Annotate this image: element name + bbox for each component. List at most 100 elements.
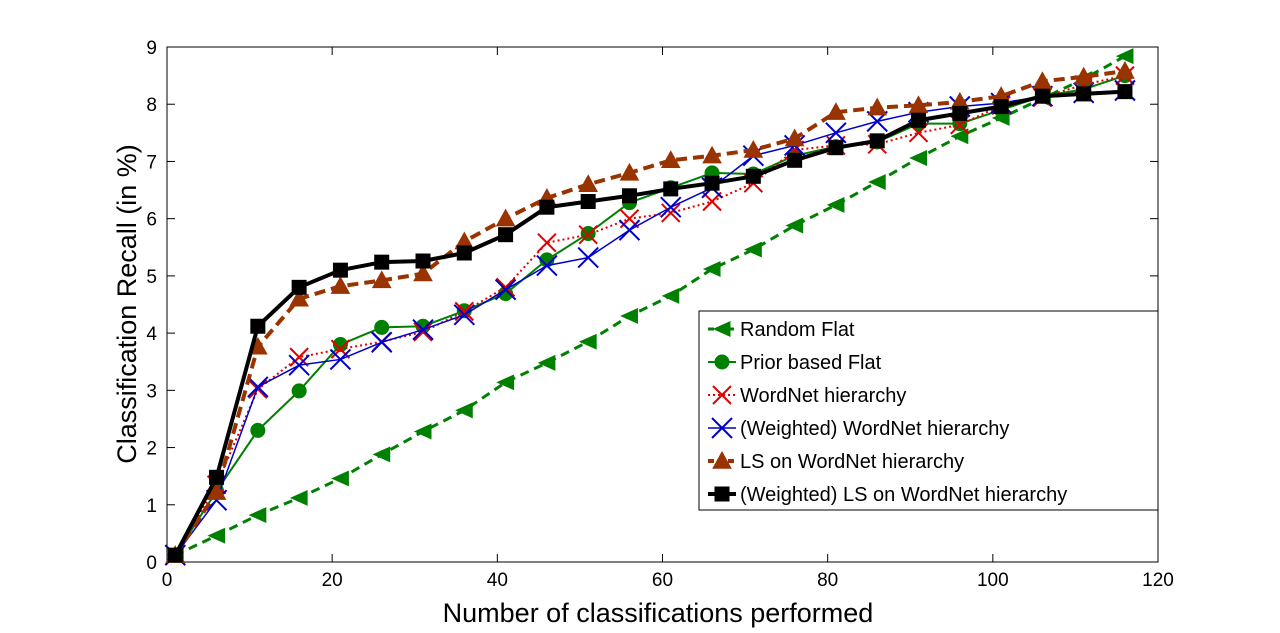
data-point [828, 140, 844, 156]
data-point [247, 376, 269, 398]
data-point [1117, 84, 1133, 100]
data-point [206, 482, 227, 500]
y-tick-label: 8 [146, 95, 157, 116]
data-point [620, 307, 638, 324]
series-line [174, 74, 1126, 556]
data-point [289, 288, 309, 307]
data-point [745, 168, 761, 184]
legend-item: (Weighted) LS on WordNet hierarchy [708, 484, 1067, 506]
data-point [580, 194, 596, 209]
legend-label: (Weighted) WordNet hierarchy [740, 418, 1009, 440]
data-point [289, 347, 309, 367]
data-point [413, 423, 432, 440]
data-point [661, 203, 681, 223]
data-point [744, 241, 762, 258]
data-point [415, 253, 431, 269]
legend-marker [714, 486, 730, 502]
legend-label: WordNet hierarchy [740, 385, 906, 407]
data-point [702, 191, 722, 212]
legend-marker [711, 417, 733, 439]
data-point [494, 278, 517, 301]
legend-marker [712, 450, 732, 469]
data-point [330, 276, 351, 294]
data-point [826, 196, 845, 213]
data-point [743, 139, 764, 158]
data-point [539, 199, 555, 215]
data-point [250, 422, 266, 438]
y-tick-label: 0 [146, 553, 157, 574]
data-point [209, 469, 225, 485]
data-point [371, 331, 393, 353]
legend-marker [712, 321, 731, 337]
data-point [456, 245, 472, 261]
legend-label: LS on WordNet hierarchy [740, 451, 964, 473]
y-tick-label: 5 [146, 267, 157, 288]
data-point [909, 150, 928, 166]
data-point [537, 354, 556, 371]
data-point [869, 133, 885, 149]
data-point [784, 128, 805, 147]
data-point [1073, 66, 1094, 85]
legend: Random Flat Prior based Flat WordNet hiera… [698, 310, 1159, 511]
tick-labels: 0 20 40 60 80 100 120 0 1 2 3 4 5 6 7 8 9 [146, 38, 1173, 591]
data-point [332, 262, 348, 278]
data-point [412, 318, 434, 341]
series-layer [164, 48, 1136, 566]
y-tick-label: 4 [146, 324, 157, 345]
data-point [374, 254, 390, 270]
data-point [329, 348, 352, 371]
data-point [453, 304, 476, 326]
data-point [413, 322, 433, 342]
data-point [702, 145, 722, 164]
data-point [248, 507, 267, 524]
x-tick-label: 0 [162, 570, 173, 591]
x-axis-title: Number of classifications performed [443, 598, 874, 628]
y-tick-label: 9 [146, 38, 157, 59]
data-point [578, 333, 597, 350]
legend-marker [712, 385, 732, 405]
data-point [867, 174, 886, 191]
data-point [455, 402, 473, 419]
data-point [289, 489, 308, 506]
data-point [908, 95, 929, 114]
legend-marker [714, 354, 730, 370]
data-point [619, 162, 640, 181]
legend-label: Prior based Flat [740, 352, 882, 374]
y-tick-label: 1 [146, 496, 157, 517]
data-point [950, 128, 969, 145]
series-line [173, 69, 1126, 557]
data-point [618, 219, 641, 241]
legend-item: Random Flat [708, 319, 855, 341]
y-tick-label: 6 [146, 210, 157, 231]
data-point [537, 232, 557, 253]
x-tick-label: 40 [487, 570, 508, 591]
data-point [663, 181, 679, 197]
data-point [826, 102, 846, 120]
x-tick-label: 60 [652, 570, 673, 591]
data-point [207, 527, 226, 544]
data-point [496, 374, 515, 391]
data-point [291, 383, 307, 399]
data-point [577, 246, 599, 269]
data-point [785, 217, 804, 234]
data-point [911, 112, 927, 128]
data-point [291, 279, 307, 295]
data-point [330, 339, 351, 359]
y-tick-label: 2 [146, 439, 157, 460]
legend-label: (Weighted) LS on WordNet hierarchy [740, 484, 1067, 506]
y-tick-label: 3 [146, 381, 157, 402]
data-point [867, 97, 888, 116]
data-point [787, 152, 803, 168]
data-point [167, 547, 183, 563]
data-point [704, 175, 720, 191]
data-point [332, 337, 348, 353]
data-point [952, 105, 968, 121]
data-point [413, 263, 433, 282]
x-tick-label: 20 [322, 570, 343, 591]
data-point [371, 270, 392, 289]
data-point [1032, 71, 1053, 90]
data-point [660, 150, 681, 168]
data-point [825, 122, 847, 144]
data-point [578, 174, 599, 193]
